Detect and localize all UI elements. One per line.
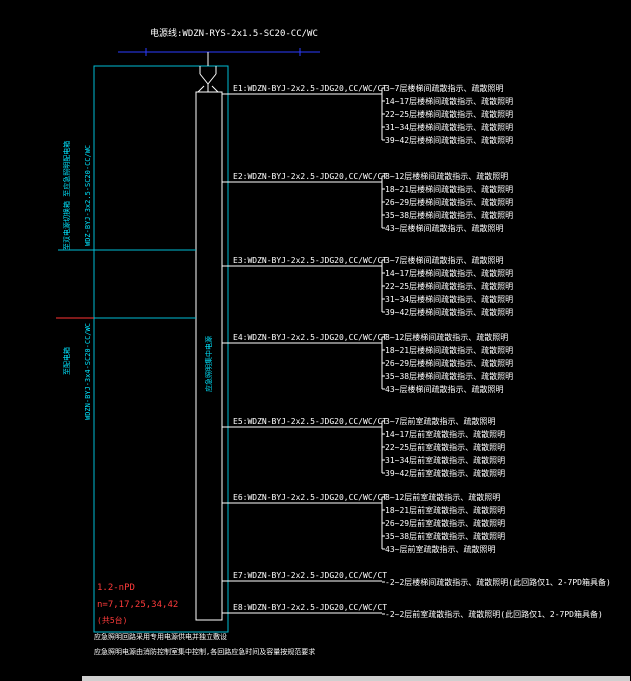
destination-e1-1: 3~7层楼梯间疏散指示、疏散照明 [385, 84, 504, 93]
destination-e3-4: 31~34层楼梯间疏散指示、疏散照明 [385, 295, 514, 304]
destination-e5-3: 22~25层前室疏散指示、疏散照明 [385, 443, 506, 452]
destination-e2-3: 26~29层楼梯间疏散指示、疏散照明 [385, 198, 514, 207]
left-cable-label-2: WDZN-BYJ-3x4-SC20-CC/WC [84, 323, 92, 420]
circuit-label-e1: E1:WDZN-BYJ-2x2.5-JDG20,CC/WC/CT [233, 84, 388, 93]
funnel-left [199, 73, 209, 85]
left-destination-label-1: 至双电源切换箱 至应急照明配电箱 [63, 140, 71, 250]
left-cable-label-1: WDZ-BYJ-3x2.5-SC20-CC/WC [84, 144, 92, 246]
destination-e2-4: 35~38层楼梯间疏散指示、疏散照明 [385, 211, 514, 220]
destination-e8-1: -2~2层前室疏散指示、疏散照明(此回路仅1、2-7PD箱具备) [385, 610, 603, 619]
destination-e3-2: 14~17层楼梯间疏散指示、疏散照明 [385, 269, 514, 278]
left-destination-label-2: 至配电箱 [63, 347, 71, 375]
destination-e7-1: -2~2层楼梯间疏散指示、疏散照明(此回路仅1、2-7PD箱具备) [385, 578, 611, 587]
destination-e4-1: 8~12层楼梯间疏散指示、疏散照明 [385, 333, 509, 342]
circuit-label-e3: E3:WDZN-BYJ-2x2.5-JDG20,CC/WC/CT [233, 256, 388, 265]
panel-id: 1.2-nPD [97, 583, 135, 593]
destination-e2-2: 18~21层楼梯间疏散指示、疏散照明 [385, 185, 514, 194]
circuit-label-e7: E7:WDZN-BYJ-2x2.5-JDG20,CC/WC/CT [233, 571, 388, 580]
panel-notch-right [211, 85, 219, 93]
destination-e3-5: 39~42层楼梯间疏散指示、疏散照明 [385, 308, 514, 317]
panel-note: (共5台) [97, 616, 128, 625]
destination-e5-4: 31~34层前室疏散指示、疏散照明 [385, 456, 506, 465]
destination-e5-2: 14~17层前室疏散指示、疏散照明 [385, 430, 506, 439]
panel-notch-left [197, 85, 205, 93]
destination-e4-2: 18~21层楼梯间疏散指示、疏散照明 [385, 346, 514, 355]
destination-e6-5: 43~层前室疏散指示、疏散照明 [385, 545, 496, 554]
destination-e6-4: 35~38层前室疏散指示、疏散照明 [385, 532, 506, 541]
destination-e3-3: 22~25层楼梯间疏散指示、疏散照明 [385, 282, 514, 291]
power-supply-panel [195, 91, 223, 621]
destination-e4-5: 43~层楼梯间疏散指示、疏散照明 [385, 385, 504, 394]
destination-e1-3: 22~25层楼梯间疏散指示、疏散照明 [385, 110, 514, 119]
destination-e1-4: 31~34层楼梯间疏散指示、疏散照明 [385, 123, 514, 132]
destination-e6-1: 8~12层前室疏散指示、疏散照明 [385, 493, 501, 502]
circuit-label-e6: E6:WDZN-BYJ-2x2.5-JDG20,CC/WC/CT [233, 493, 388, 502]
supply-cable-label: 电源线:WDZN-RYS-2x1.5-SC20-CC/WC [150, 29, 318, 39]
destination-e4-3: 26~29层楼梯间疏散指示、疏散照明 [385, 359, 514, 368]
destination-e5-1: 3~7层前室疏散指示、疏散照明 [385, 417, 496, 426]
funnel-right [207, 73, 217, 85]
note-2: 应急照明电源由消防控制室集中控制,各回路应急时间及容量按规范要求 [94, 648, 316, 656]
circuit-label-e8: E8:WDZN-BYJ-2x2.5-JDG20,CC/WC/CT [233, 603, 388, 612]
destination-e2-1: 8~12层楼梯间疏散指示、疏散照明 [385, 172, 509, 181]
destination-e2-5: 43~层楼梯间疏散指示、疏散照明 [385, 224, 504, 233]
note-1: 应急照明回路采用专用电源供电并独立敷设 [94, 633, 227, 641]
circuit-label-e5: E5:WDZN-BYJ-2x2.5-JDG20,CC/WC/CT [233, 417, 388, 426]
panel-floors: n=7,17,25,34,42 [97, 600, 179, 610]
circuit-label-e4: E4:WDZN-BYJ-2x2.5-JDG20,CC/WC/CT [233, 333, 388, 342]
destination-e6-2: 18~21层前室疏散指示、疏散照明 [385, 506, 506, 515]
destination-e3-1: 3~7层楼梯间疏散指示、疏散照明 [385, 256, 504, 265]
circuit-label-e2: E2:WDZN-BYJ-2x2.5-JDG20,CC/WC/CT [233, 172, 388, 181]
destination-e1-5: 39~42层楼梯间疏散指示、疏散照明 [385, 136, 514, 145]
outer-enclosure [93, 65, 229, 633]
panel-label: 应急照明集中电源 [205, 336, 213, 392]
horizontal-scrollbar[interactable] [82, 676, 630, 681]
destination-e4-4: 35~38层楼梯间疏散指示、疏散照明 [385, 372, 514, 381]
destination-e6-3: 26~29层前室疏散指示、疏散照明 [385, 519, 506, 528]
destination-e1-2: 14~17层楼梯间疏散指示、疏散照明 [385, 97, 514, 106]
destination-e5-5: 39~42层前室疏散指示、疏散照明 [385, 469, 506, 478]
